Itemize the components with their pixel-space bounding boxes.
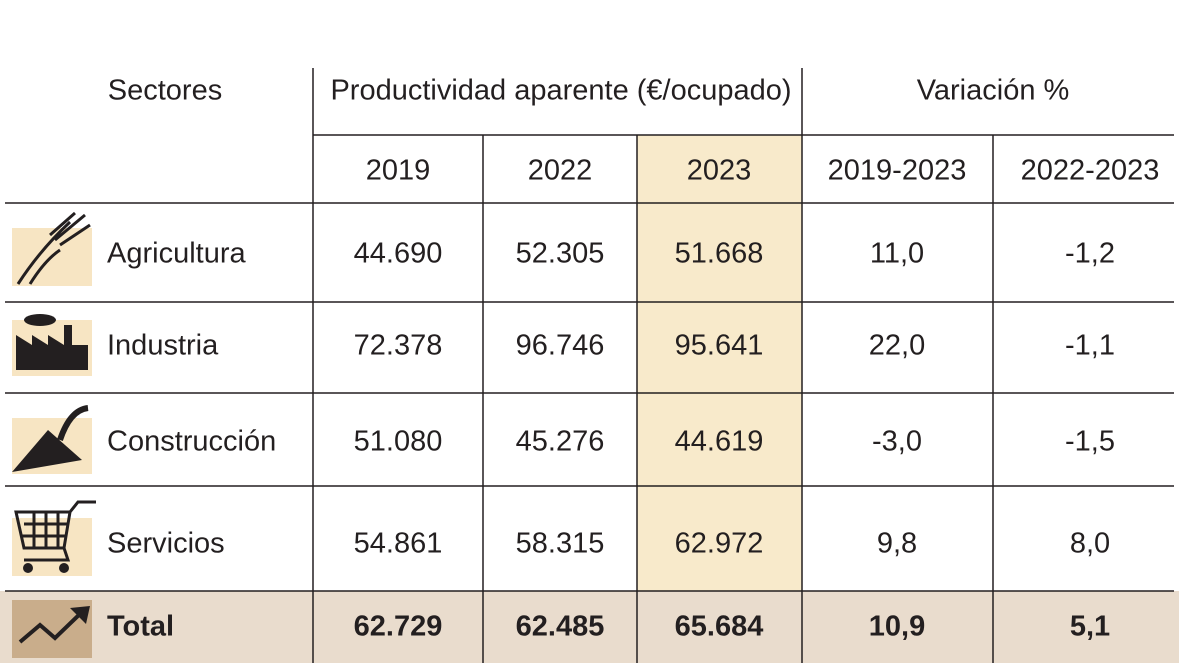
year-header: 2022 — [528, 155, 593, 187]
cell: 72.378 — [354, 330, 443, 362]
total-cell: 10,9 — [869, 611, 925, 643]
grid — [5, 68, 1174, 663]
icons — [12, 211, 96, 658]
total-cell: 65.684 — [675, 611, 764, 643]
cell: 22,0 — [869, 330, 925, 362]
sector-name: Industria — [107, 330, 219, 362]
total-label: Total — [107, 611, 174, 643]
year-header: 2022-2023 — [1021, 155, 1160, 187]
cell: 44.690 — [354, 238, 443, 270]
year-header: 2019-2023 — [828, 155, 967, 187]
header-productivity: Productividad aparente (€/ocupado) — [330, 75, 791, 107]
cell: 11,0 — [870, 238, 924, 270]
cell: 45.276 — [516, 426, 605, 458]
cell: -1,5 — [1065, 426, 1115, 458]
total-cell: 62.729 — [354, 611, 443, 643]
total-cell: 62.485 — [516, 611, 605, 643]
total-cell: 5,1 — [1070, 611, 1110, 643]
cell: 8,0 — [1070, 528, 1110, 560]
sector-name: Servicios — [107, 528, 225, 560]
cell: 51.080 — [354, 426, 443, 458]
sector-name: Agricultura — [107, 238, 246, 270]
cell: -3,0 — [872, 426, 922, 458]
cell: 54.861 — [354, 528, 443, 560]
header-variation: Variación % — [917, 75, 1070, 107]
year-header: 2019 — [366, 155, 431, 187]
cell: 58.315 — [516, 528, 605, 560]
year-header: 2023 — [687, 155, 752, 187]
cell: 51.668 — [675, 238, 764, 270]
cell: 52.305 — [516, 238, 605, 270]
header-sector: Sectores — [108, 75, 222, 107]
cell: 95.641 — [675, 330, 764, 362]
total-row-bg — [0, 591, 1179, 663]
cell: 62.972 — [675, 528, 764, 560]
cell: 96.746 — [516, 330, 605, 362]
cell: 44.619 — [675, 426, 764, 458]
highlight-column — [637, 135, 802, 591]
cell: 9,8 — [877, 528, 917, 560]
sector-name: Construcción — [107, 426, 276, 458]
cell: -1,2 — [1065, 238, 1115, 270]
cell: -1,1 — [1065, 330, 1115, 362]
